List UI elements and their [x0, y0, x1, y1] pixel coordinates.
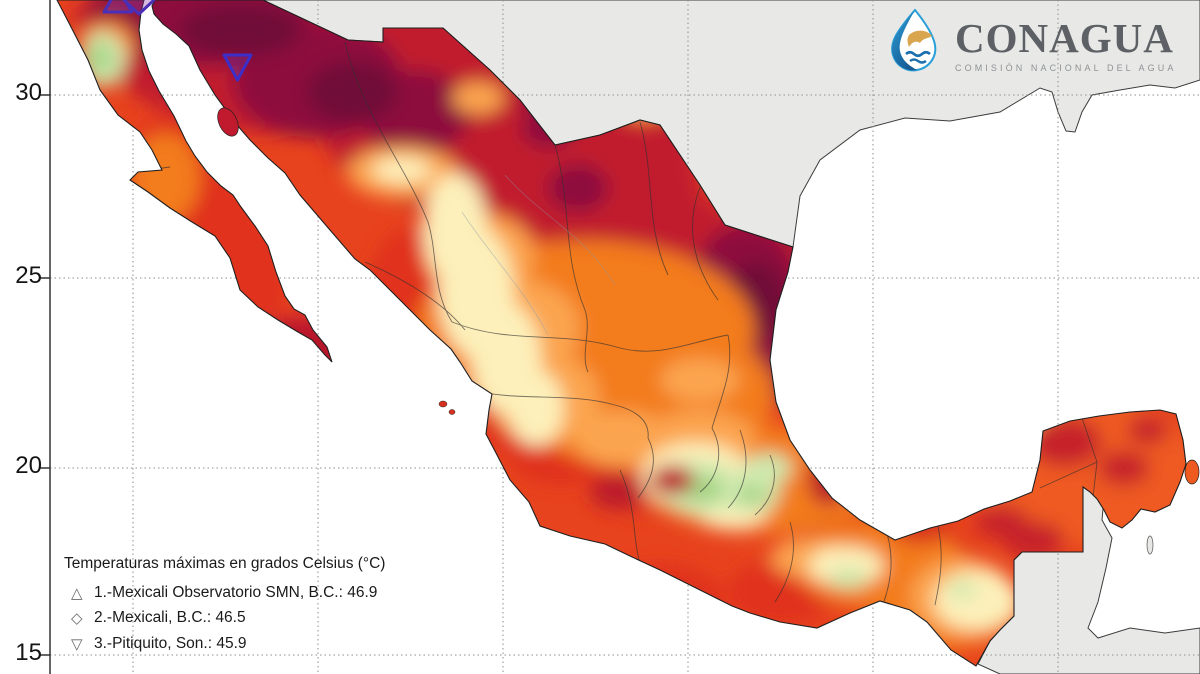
- logo-title: CONAGUA: [955, 15, 1174, 61]
- water-drop-icon: [891, 8, 937, 72]
- legend-item-2: ◇ 2.-Mexicali, B.C.: 46.5: [64, 606, 385, 632]
- legend-item-1-label: 1.-Mexicali Observatorio SMN, B.C.: 46.9: [94, 583, 378, 601]
- ambergris-island: [1146, 535, 1154, 555]
- legend-item-3-label: 3.-Pitiquito, Son.: 45.9: [94, 634, 247, 652]
- conagua-logo: CONAGUA COMISIÓN NACIONAL DEL AGUA: [882, 8, 1176, 74]
- legend-title: Temperaturas máximas en grados Celsius (…: [64, 555, 386, 572]
- marker-mexicali-diamond: [122, 0, 156, 16]
- triangle-up-icon: △: [71, 584, 83, 602]
- cozumel-island: [1184, 459, 1200, 485]
- diamond-icon: ◇: [71, 610, 83, 628]
- latitude-axis: [40, 0, 51, 674]
- lat-label-15: 15: [15, 639, 42, 666]
- baja-california-outline: [56, 0, 333, 363]
- state-boundaries: [139, 41, 1098, 613]
- triangle-down-icon: ▽: [71, 635, 83, 653]
- legend: Temperaturas máximas en grados Celsius (…: [64, 555, 385, 657]
- logo-text: CONAGUA COMISIÓN NACIONAL DEL AGUA: [955, 8, 1177, 74]
- legend-item-3: ▽ 3.-Pitiquito, Son.: 45.9: [64, 631, 385, 657]
- marias-islands: [438, 400, 448, 408]
- rivers: [461, 174, 616, 336]
- legend-item-2-label: 2.-Mexicali, B.C.: 46.5: [94, 609, 246, 627]
- lat-label-30: 30: [15, 79, 42, 106]
- marias-islands-2: [448, 409, 456, 415]
- legend-item-1: △ 1.-Mexicali Observatorio SMN, B.C.: 46…: [64, 580, 385, 606]
- station-markers: [102, 0, 253, 82]
- lat-label-20: 20: [15, 452, 42, 479]
- lat-label-25: 25: [15, 262, 42, 289]
- tiburon-island: [217, 107, 239, 137]
- mexico-mainland-outline: [151, 0, 1187, 667]
- marker-mexicali-triangle-up: [102, 0, 134, 14]
- marker-pitiquito-triangle-down: [222, 53, 253, 82]
- logo-subtitle: COMISIÓN NACIONAL DEL AGUA: [955, 63, 1177, 73]
